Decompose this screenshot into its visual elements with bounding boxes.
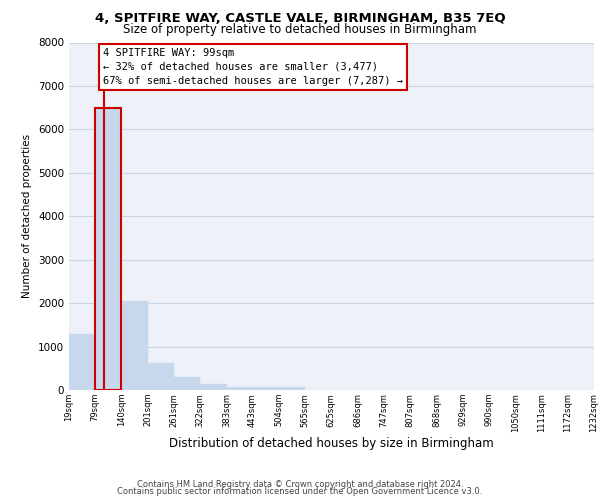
Y-axis label: Number of detached properties: Number of detached properties (22, 134, 32, 298)
Bar (200, 384, 227, 390)
Text: Contains public sector information licensed under the Open Government Licence v3: Contains public sector information licen… (118, 487, 482, 496)
Bar (121, 301, 148, 390)
Bar (69, 334, 95, 390)
Bar (174, 378, 200, 390)
Text: 4 SPITFIRE WAY: 99sqm
← 32% of detached houses are smaller (3,477)
67% of semi-d: 4 SPITFIRE WAY: 99sqm ← 32% of detached … (103, 48, 403, 86)
X-axis label: Distribution of detached houses by size in Birmingham: Distribution of detached houses by size … (169, 438, 494, 450)
Text: Contains HM Land Registry data © Crown copyright and database right 2024.: Contains HM Land Registry data © Crown c… (137, 480, 463, 489)
Bar (148, 363, 174, 390)
Bar (227, 386, 253, 390)
Text: Size of property relative to detached houses in Birmingham: Size of property relative to detached ho… (123, 22, 477, 36)
Text: 4, SPITFIRE WAY, CASTLE VALE, BIRMINGHAM, B35 7EQ: 4, SPITFIRE WAY, CASTLE VALE, BIRMINGHAM… (95, 12, 505, 26)
Bar (279, 386, 305, 390)
Bar (95, 108, 121, 390)
Bar (95, 108, 121, 390)
Bar (253, 386, 279, 390)
